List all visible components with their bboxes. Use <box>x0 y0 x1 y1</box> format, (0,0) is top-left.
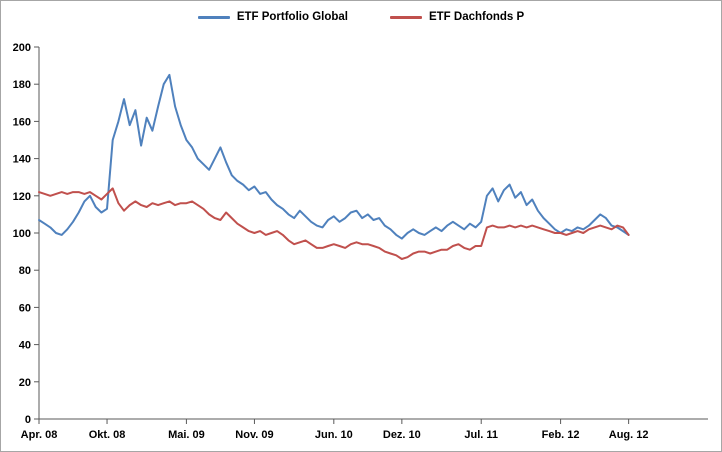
x-tick-label: Okt. 08 <box>89 429 126 441</box>
x-tick-label: Jul. 11 <box>464 429 498 441</box>
x-tick-label: Jun. 10 <box>315 429 353 441</box>
legend-label: ETF Portfolio Global <box>236 11 348 23</box>
x-tick-label: Apr. 08 <box>21 429 58 441</box>
y-tick-label: 20 <box>19 377 31 389</box>
y-tick-label: 100 <box>13 228 31 240</box>
legend-swatch <box>389 15 422 19</box>
y-tick-label: 60 <box>19 302 31 314</box>
series-line-0 <box>38 73 630 240</box>
y-tick-label: 40 <box>19 340 31 352</box>
y-tick-label: 200 <box>13 42 31 54</box>
legend-swatch <box>197 15 230 19</box>
legend-label: ETF Dachfonds P <box>428 11 525 23</box>
y-tick-label: 140 <box>13 154 31 166</box>
x-tick-label: Nov. 09 <box>235 429 273 441</box>
x-tick-label: Mai. 09 <box>168 429 205 441</box>
y-tick-label: 180 <box>13 79 31 91</box>
x-tick-label: Aug. 12 <box>609 429 649 441</box>
x-tick-label: Dez. 10 <box>383 429 421 441</box>
y-tick-label: 120 <box>13 191 31 203</box>
x-tick-label: Feb. 12 <box>542 429 580 441</box>
series-line-1 <box>38 187 630 260</box>
legend-item: ETF Portfolio Global <box>197 11 348 23</box>
chart-legend: ETF Portfolio Global ETF Dachfonds P <box>1 11 721 23</box>
y-tick-label: 80 <box>19 265 31 277</box>
y-tick-label: 160 <box>13 116 31 128</box>
y-tick-label: 0 <box>25 414 31 426</box>
legend-item: ETF Dachfonds P <box>389 11 525 23</box>
